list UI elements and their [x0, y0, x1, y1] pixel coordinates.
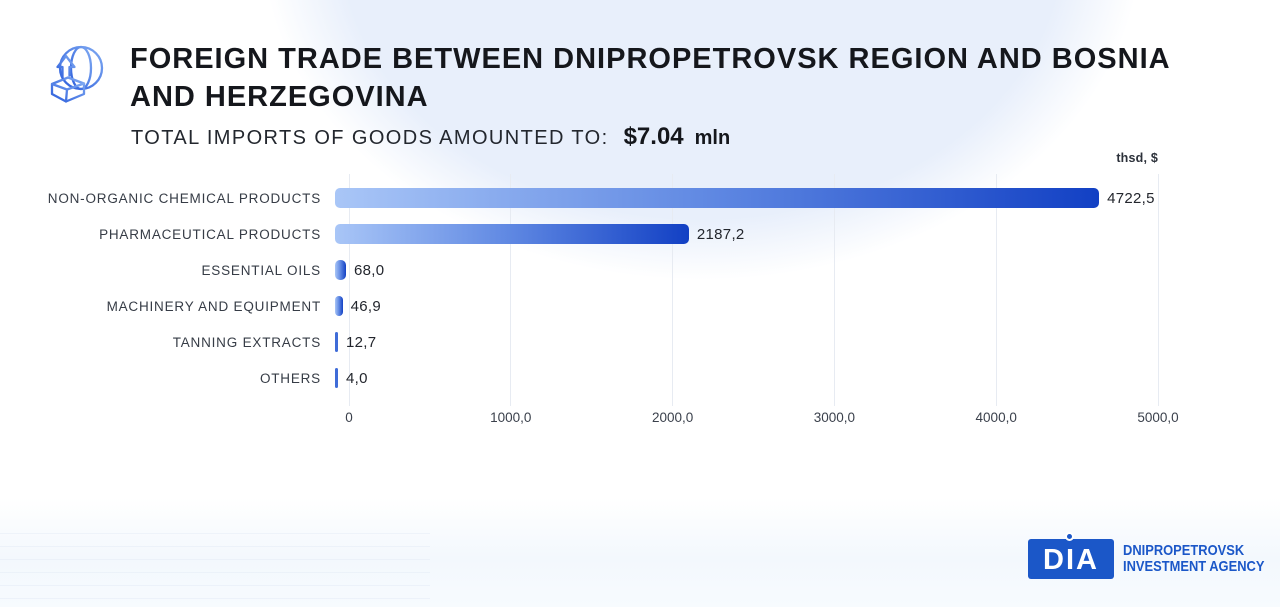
subtitle: TOTAL IMPORTS OF GOODS AMOUNTED TO: $7.0…	[131, 123, 730, 151]
gridline	[833, 174, 835, 406]
gridline	[672, 174, 674, 406]
value-label: 46,9	[350, 297, 381, 315]
page-title-line1: FOREIGN TRADE BETWEEN DNIPROPETROVSK REG…	[130, 43, 1171, 75]
chart-row: TANNING EXTRACTS 12,7	[0, 324, 1280, 360]
bar	[335, 368, 338, 388]
chart-row: PHARMACEUTICAL PRODUCTS 2187,2	[0, 216, 1280, 252]
dia-logo-dot	[1065, 532, 1074, 541]
bar	[335, 296, 343, 316]
bar	[335, 224, 689, 244]
x-tick-label: 3000,0	[813, 410, 856, 425]
gridline	[1157, 174, 1159, 406]
agency-name-line2: INVESTMENT AGENCY	[1123, 558, 1265, 575]
chart-row: OTHERS 4,0	[0, 360, 1280, 396]
background-stripes	[0, 533, 430, 607]
x-axis: 0 1000,0 2000,0 3000,0 4000,0 5000,0	[345, 410, 1178, 428]
x-tick-label: 1000,0	[490, 410, 532, 425]
gridline	[510, 174, 512, 406]
gridlines	[348, 174, 1159, 406]
bar-track: 46,9	[335, 296, 1280, 316]
bar-track: 4722,5	[335, 188, 1280, 208]
value-label: 4722,5	[1107, 189, 1155, 207]
value-label: 12,7	[346, 333, 377, 351]
bar	[335, 188, 1100, 208]
bar	[335, 260, 346, 280]
x-tick-label: 4000,0	[975, 410, 1017, 425]
agency-logo: DIA DNIPROPETROVSK INVESTMENT AGENCY	[1028, 532, 1280, 579]
bar-track: 68,0	[335, 260, 1280, 280]
bar-track: 2187,2	[335, 224, 1280, 244]
agency-name-line1: DNIPROPETROVSK	[1123, 542, 1245, 559]
value-label: 4,0	[346, 369, 368, 387]
dia-logo-box: DIA	[1028, 532, 1114, 579]
chart-row: MACHINERY AND EQUIPMENT 46,9	[0, 288, 1280, 324]
gridline	[348, 174, 350, 406]
category-label: MACHINERY AND EQUIPMENT	[106, 298, 321, 314]
dia-logo-acronym: DIA	[1043, 543, 1099, 576]
value-label: 2187,2	[696, 225, 745, 243]
chart-rows: NON-ORGANIC CHEMICAL PRODUCTS 4722,5 PHARM…	[0, 180, 1280, 396]
total-amount: $7.04	[623, 123, 684, 150]
subtitle-label: TOTAL IMPORTS OF GOODS AMOUNTED TO:	[131, 127, 609, 149]
chart-row: ESSENTIAL OILS 68,0	[0, 252, 1280, 288]
total-amount-unit: mln	[694, 127, 731, 149]
page-title: FOREIGN TRADE BETWEEN DNIPROPETROVSK REG…	[130, 40, 1240, 116]
value-label: 68,0	[354, 261, 385, 279]
category-label: PHARMACEUTICAL PRODUCTS	[99, 226, 321, 242]
bar	[335, 332, 338, 352]
category-label: OTHERS	[259, 370, 321, 386]
x-tick-label: 0	[345, 410, 353, 425]
page-title-line2: AND HERZEGOVINA	[130, 81, 429, 113]
agency-name: DNIPROPETROVSK INVESTMENT AGENCY	[1123, 543, 1264, 575]
globe-export-icon	[44, 42, 108, 115]
category-label: TANNING EXTRACTS	[172, 334, 321, 350]
x-tick-label: 2000,0	[651, 410, 694, 425]
bar-track: 12,7	[335, 332, 1280, 352]
gridline	[995, 174, 997, 406]
bar-track: 4,0	[335, 368, 1280, 388]
category-label: ESSENTIAL OILS	[201, 262, 321, 278]
x-tick-label: 5000,0	[1137, 410, 1179, 425]
chart-row: NON-ORGANIC CHEMICAL PRODUCTS 4722,5	[0, 180, 1280, 216]
axis-unit-label: thsd, $	[1116, 151, 1158, 165]
category-label: NON-ORGANIC CHEMICAL PRODUCTS	[47, 190, 321, 206]
